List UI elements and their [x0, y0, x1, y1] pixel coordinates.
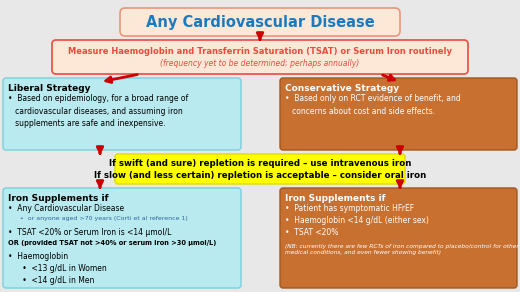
- Text: •  Haemoglobin: • Haemoglobin: [8, 252, 68, 261]
- Text: •  Haemoglobin <14 g/dL (either sex): • Haemoglobin <14 g/dL (either sex): [285, 216, 429, 225]
- Text: •  TSAT <20%: • TSAT <20%: [285, 228, 339, 237]
- FancyBboxPatch shape: [3, 78, 241, 150]
- Text: OR (provided TSAT not >40% or serum iron >30 μmol/L): OR (provided TSAT not >40% or serum iron…: [8, 240, 216, 246]
- Text: •  Based on epidemiology, for a broad range of
   cardiovascular diseases, and a: • Based on epidemiology, for a broad ran…: [8, 94, 188, 128]
- Text: Measure Haemoglobin and Transferrin Saturation (TSAT) or Serum Iron routinely: Measure Haemoglobin and Transferrin Satu…: [68, 46, 452, 55]
- Text: If swift (and sure) repletion is required – use intravenous iron: If swift (and sure) repletion is require…: [109, 159, 411, 168]
- Text: Liberal Strategy: Liberal Strategy: [8, 84, 90, 93]
- FancyBboxPatch shape: [280, 78, 517, 150]
- FancyBboxPatch shape: [280, 188, 517, 288]
- FancyBboxPatch shape: [115, 154, 405, 184]
- Text: •  <14 g/dL in Men: • <14 g/dL in Men: [8, 276, 94, 285]
- Text: Iron Supplements if: Iron Supplements if: [8, 194, 109, 203]
- Text: •  or anyone aged >70 years (Corti et al reference 1): • or anyone aged >70 years (Corti et al …: [8, 216, 188, 221]
- Text: •  <13 g/dL in Women: • <13 g/dL in Women: [8, 264, 107, 273]
- FancyBboxPatch shape: [52, 40, 468, 74]
- FancyBboxPatch shape: [120, 8, 400, 36]
- Text: Any Cardiovascular Disease: Any Cardiovascular Disease: [146, 15, 374, 29]
- Text: •  TSAT <20% or Serum Iron is <14 μmol/L: • TSAT <20% or Serum Iron is <14 μmol/L: [8, 228, 172, 237]
- FancyBboxPatch shape: [3, 188, 241, 288]
- Text: Iron Supplements if: Iron Supplements if: [285, 194, 386, 203]
- Text: (frequency yet to be determined; perhaps annually): (frequency yet to be determined; perhaps…: [160, 58, 360, 67]
- Text: (NB: currently there are few RCTs of iron compared to placebo/control for other : (NB: currently there are few RCTs of iro…: [285, 244, 519, 255]
- Text: •  Patient has symptomatic HFrEF: • Patient has symptomatic HFrEF: [285, 204, 414, 213]
- Text: •  Any Cardiovascular Disease: • Any Cardiovascular Disease: [8, 204, 124, 213]
- Text: If slow (and less certain) repletion is acceptable – consider oral iron: If slow (and less certain) repletion is …: [94, 171, 426, 180]
- Text: Conservative Strategy: Conservative Strategy: [285, 84, 399, 93]
- Text: •  Based only on RCT evidence of benefit, and
   concerns about cost and side ef: • Based only on RCT evidence of benefit,…: [285, 94, 461, 116]
